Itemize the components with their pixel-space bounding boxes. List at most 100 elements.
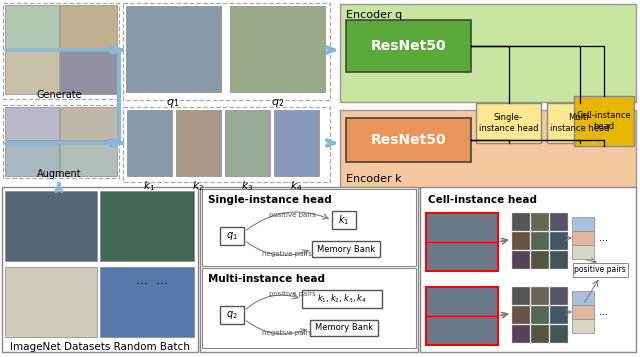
Bar [126,6,221,92]
Bar [550,325,568,343]
Bar [5,50,59,94]
Text: negative pairs: negative pairs [262,330,312,336]
Bar [3,105,119,178]
Bar [346,118,471,162]
Bar [476,103,541,143]
Bar [332,211,356,229]
Bar [202,189,416,266]
Bar [302,290,382,308]
Text: $k_1$: $k_1$ [339,213,349,227]
Text: $q_1$: $q_1$ [166,97,180,109]
Bar [123,107,330,182]
Bar [202,268,416,348]
Text: Single-instance head: Single-instance head [208,195,332,205]
Bar [310,320,378,336]
Text: ...  ...: ... ... [136,273,168,287]
Text: $k_1$: $k_1$ [143,179,155,193]
Text: positive pairs: positive pairs [574,266,626,275]
Bar [572,319,594,333]
Bar [573,263,628,277]
Bar [60,5,117,49]
Bar [5,5,59,49]
Bar [550,306,568,324]
Bar [572,245,594,259]
Bar [531,251,549,269]
Bar [531,325,549,343]
Bar [512,325,530,343]
Bar [512,287,530,305]
Text: Augment: Augment [36,169,81,179]
Text: Multi-
instance head: Multi- instance head [550,113,609,133]
Text: ...: ... [599,307,608,317]
Bar [5,267,97,337]
Bar [200,187,418,352]
Bar [547,103,612,143]
Text: Encoder q: Encoder q [346,10,403,20]
Bar [572,291,594,305]
Bar [550,213,568,231]
Text: negative pairs: negative pairs [262,251,312,257]
Text: Cell-instance
head: Cell-instance head [577,111,631,131]
Bar [426,213,498,271]
Text: ResNet50: ResNet50 [371,133,446,147]
Bar [340,4,636,102]
Bar [220,306,244,324]
Text: Single-
instance head: Single- instance head [479,113,538,133]
Bar [60,50,117,94]
Bar [312,241,380,257]
Bar [426,287,498,345]
Text: $k_3$: $k_3$ [241,179,253,193]
Bar [531,232,549,250]
Bar [550,251,568,269]
Bar [531,306,549,324]
Bar [572,231,594,245]
Bar [420,187,636,352]
Text: Encoder k: Encoder k [346,174,402,184]
Bar [512,232,530,250]
Bar [572,217,594,231]
Text: $q_1$: $q_1$ [226,230,238,242]
Bar [531,287,549,305]
Bar [512,213,530,231]
Bar [60,107,117,140]
Text: $k_2$: $k_2$ [192,179,204,193]
Bar [230,6,325,92]
Text: $q_2$: $q_2$ [226,309,238,321]
Text: $k_1,k_2,k_3,k_4$: $k_1,k_2,k_3,k_4$ [317,293,367,305]
Text: Memory Bank: Memory Bank [317,245,375,253]
Text: positive pairs: positive pairs [269,212,316,218]
Bar [100,191,194,261]
Text: ...: ... [599,233,608,243]
Bar [123,3,330,100]
Bar [512,251,530,269]
Bar [550,287,568,305]
Bar [176,110,221,176]
Text: Generate: Generate [36,90,82,100]
Bar [574,96,634,146]
Bar [3,3,119,99]
Bar [127,110,172,176]
Bar [346,20,471,72]
Bar [274,110,319,176]
Bar [2,187,198,352]
Text: ResNet50: ResNet50 [371,39,446,53]
Text: Cell-instance head: Cell-instance head [428,195,537,205]
Bar [5,191,97,261]
Bar [531,213,549,231]
Bar [5,141,59,176]
Text: $q_2$: $q_2$ [271,97,285,109]
Bar [512,306,530,324]
Bar [5,107,59,140]
Bar [220,227,244,245]
Text: Multi-instance head: Multi-instance head [208,274,325,284]
Bar [225,110,270,176]
Text: Memory Bank: Memory Bank [315,323,373,332]
Bar [60,141,117,176]
Bar [100,267,194,337]
Bar [550,232,568,250]
Text: $k_4$: $k_4$ [290,179,302,193]
Bar [572,305,594,319]
Text: ImageNet Datasets Random Batch: ImageNet Datasets Random Batch [10,342,190,352]
Bar [340,110,636,188]
Text: positive pairs: positive pairs [269,291,316,297]
